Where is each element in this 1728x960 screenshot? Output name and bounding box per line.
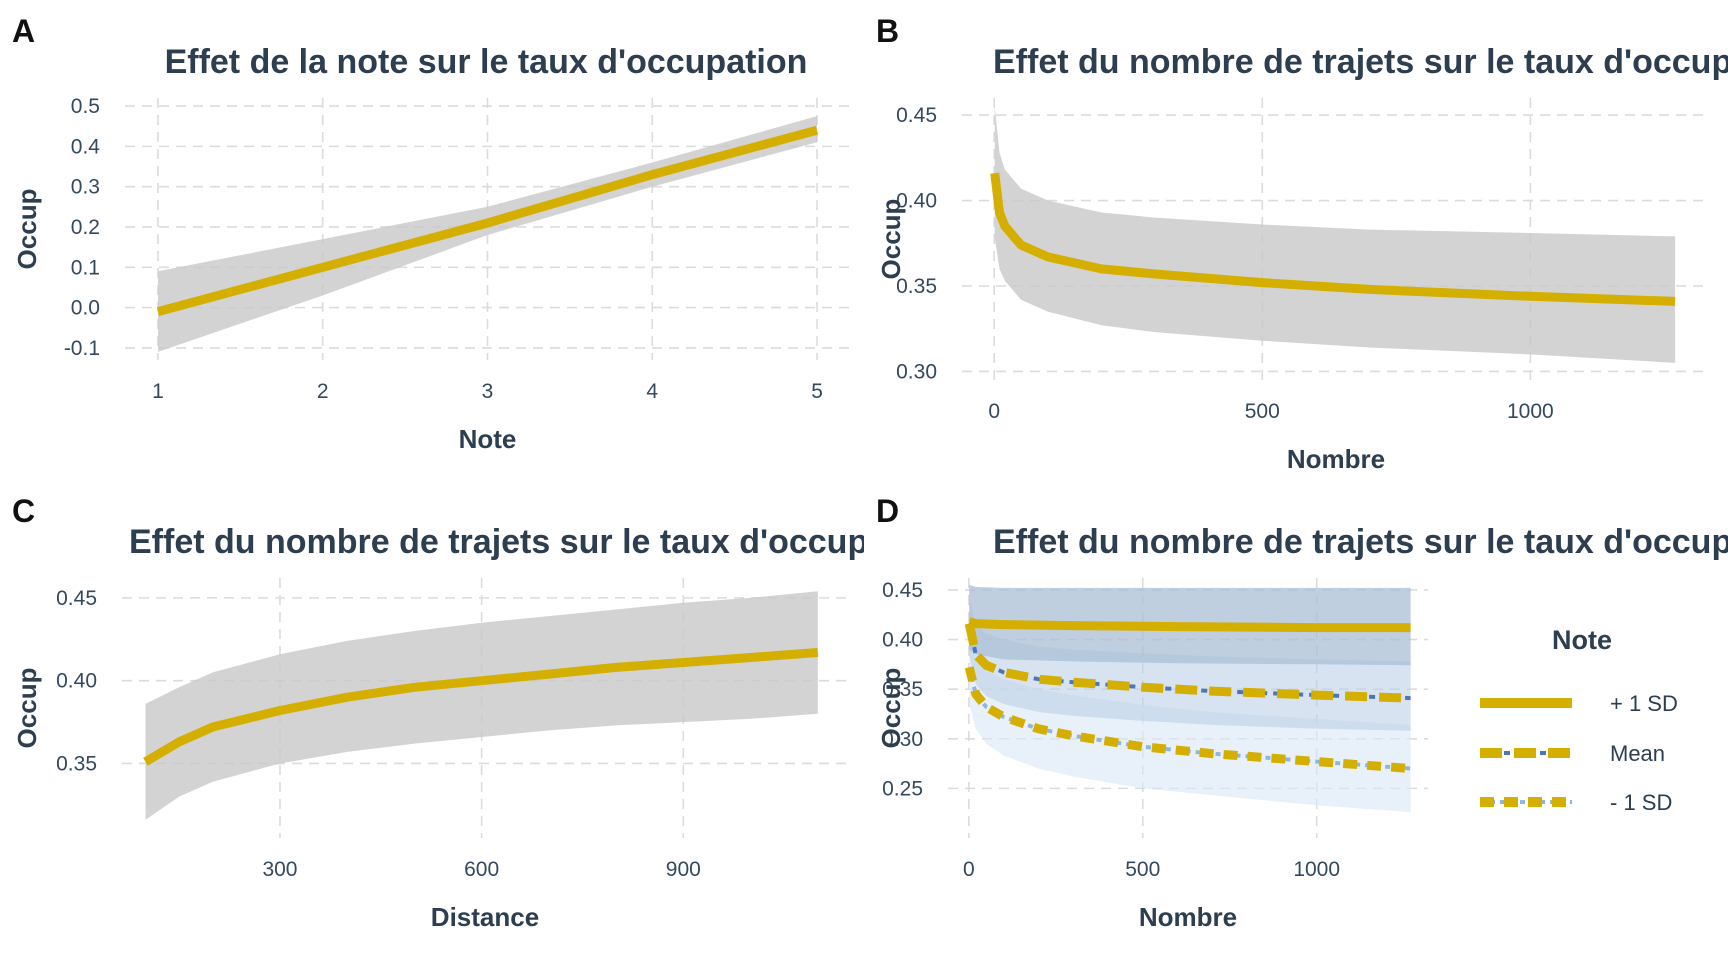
panel-c-x-tick-label: 300: [262, 858, 297, 881]
panel-b-y-tick-label: 0.45: [896, 104, 937, 127]
panel-d-y-axis-title: Occup: [876, 668, 906, 749]
panel-d-line-series-2: [964, 622, 1411, 703]
panel-a-x-tick-label: 5: [811, 380, 823, 403]
panel-b-y-tick-label: 0.40: [896, 190, 937, 213]
panel-c-letter: C: [12, 493, 35, 529]
panel-d-y-tick-label: 0.40: [882, 629, 923, 652]
panel-a-fit-line: [156, 125, 819, 316]
panel-d-y-tick-label: 0.30: [882, 728, 923, 751]
panel-b: B Effet du nombre de trajets sur le taux…: [876, 13, 1728, 474]
panel-d-y-tick-label: 0.45: [882, 579, 923, 602]
panel-b-confidence-ribbon: [994, 106, 1676, 363]
panel-a-y-tick-label: 0.0: [71, 297, 100, 320]
panel-d-x-tick-label: 1000: [1293, 858, 1340, 881]
panel-b-x-tick-label: 1000: [1507, 400, 1554, 423]
panel-a-y-tick-label: -0.1: [64, 337, 100, 360]
panel-d-letter: D: [876, 493, 899, 529]
panel-a-x-tick-label: 4: [646, 380, 658, 403]
panel-c-fit-line: [143, 648, 819, 766]
panel-a-y-tick-label: 0.3: [71, 176, 100, 199]
panel-a-letter: A: [12, 13, 35, 49]
panel-a-y-tick-label: 0.5: [71, 95, 100, 118]
panel-d-line-series-1: [967, 617, 1411, 633]
panel-b-x-tick-label: 0: [988, 400, 1000, 423]
panel-a-x-tick-label: 2: [317, 380, 329, 403]
panel-a: A Effet de la note sur le taux d'occupat…: [12, 13, 850, 454]
panel-c-title: Effet du nombre de trajets sur le taux d…: [129, 523, 949, 561]
panel-c-x-tick-label: 900: [666, 858, 701, 881]
panel-a-y-tick-label: 0.1: [71, 256, 100, 279]
panel-c-confidence-ribbon: [145, 591, 818, 820]
panel-d-x-tick-label: 0: [963, 858, 975, 881]
panel-c-y-tick-label: 0.45: [56, 587, 97, 610]
panel-c-y-axis-title: Occup: [12, 668, 42, 749]
panel-d-legend-label: - 1 SD: [1610, 790, 1672, 815]
panel-a-x-axis-title: Note: [459, 424, 517, 454]
panel-d-y-tick-label: 0.25: [882, 777, 923, 800]
panel-a-title: Effet de la note sur le taux d'occupatio…: [165, 43, 808, 81]
panel-c-x-axis-title: Distance: [431, 902, 539, 932]
panel-d-title: Effet du nombre de trajets sur le taux d…: [993, 523, 1728, 561]
panel-b-y-axis-title: Occup: [876, 199, 906, 280]
panel-b-y-tick-label: 0.30: [896, 360, 937, 383]
panel-b-fit-line: [990, 172, 1676, 306]
panel-d-line-series-3: [964, 666, 1411, 773]
panel-b-y-tick-label: 0.35: [896, 275, 937, 298]
panel-d-x-tick-label: 500: [1125, 858, 1160, 881]
panel-d: D Effet du nombre de trajets sur le taux…: [876, 493, 1728, 932]
panel-d-legend-title: Note: [1552, 625, 1612, 655]
panel-a-y-tick-label: 0.2: [71, 216, 100, 239]
panel-a-x-tick-label: 1: [152, 380, 164, 403]
panel-d-y-tick-label: 0.35: [882, 678, 923, 701]
panel-c-x-tick-label: 600: [464, 858, 499, 881]
panel-c-y-tick-label: 0.35: [56, 752, 97, 775]
panel-d-legend: Note + 1 SD Mean - 1 SD: [1480, 625, 1678, 815]
panel-d-x-axis-title: Nombre: [1139, 902, 1237, 932]
panel-d-legend-label: Mean: [1610, 741, 1665, 766]
panel-a-y-axis-title: Occup: [12, 189, 42, 270]
panel-c: C Effet du nombre de trajets sur le taux…: [12, 493, 949, 932]
panel-a-x-tick-label: 3: [482, 380, 494, 403]
panel-b-letter: B: [876, 13, 899, 49]
panel-b-x-axis-title: Nombre: [1287, 444, 1385, 474]
panel-b-title: Effet du nombre de trajets sur le taux d…: [993, 43, 1728, 81]
panel-a-y-tick-label: 0.4: [71, 135, 101, 158]
panel-c-y-tick-label: 0.40: [56, 670, 97, 693]
panel-b-x-tick-label: 500: [1245, 400, 1280, 423]
panel-d-legend-label: + 1 SD: [1610, 691, 1678, 716]
